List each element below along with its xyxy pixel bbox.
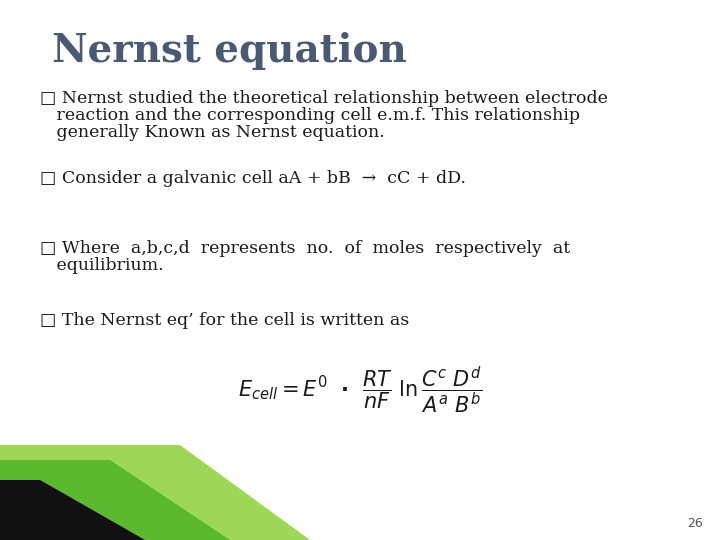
Text: generally Known as Nernst equation.: generally Known as Nernst equation.: [40, 124, 384, 141]
Text: equilibrium.: equilibrium.: [40, 257, 163, 274]
Text: □ Nernst studied the theoretical relationship between electrode: □ Nernst studied the theoretical relatio…: [40, 90, 608, 107]
Text: Nernst equation: Nernst equation: [52, 32, 407, 70]
Polygon shape: [0, 460, 230, 540]
Text: □ The Nernst eq’ for the cell is written as: □ The Nernst eq’ for the cell is written…: [40, 312, 409, 329]
Polygon shape: [0, 445, 310, 540]
Text: reaction and the corresponding cell e.m.f. This relationship: reaction and the corresponding cell e.m.…: [40, 107, 580, 124]
Text: $\mathit{E}_{cell} = \mathit{E}^{0}\ \ \mathbf{\cdot}\ \ \dfrac{RT}{nF}\ \ln\dfr: $\mathit{E}_{cell} = \mathit{E}^{0}\ \ \…: [238, 365, 482, 416]
Text: □ Where  a,b,c,d  represents  no.  of  moles  respectively  at: □ Where a,b,c,d represents no. of moles …: [40, 240, 570, 257]
Text: □ Consider a galvanic cell aA + bB  →  cC + dD.: □ Consider a galvanic cell aA + bB → cC …: [40, 170, 466, 187]
Text: 26: 26: [688, 517, 703, 530]
Polygon shape: [0, 480, 145, 540]
